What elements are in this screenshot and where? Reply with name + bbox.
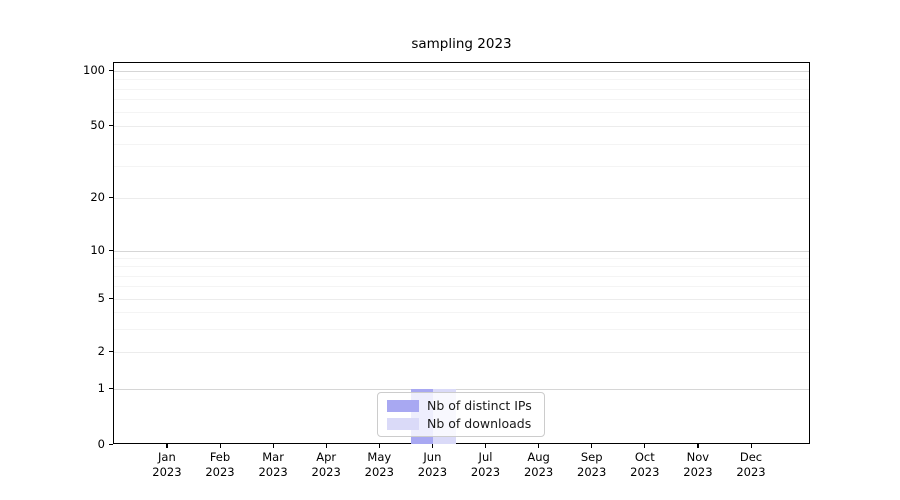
minor-gridline <box>114 286 809 288</box>
x-tick-label: May 2023 <box>364 450 394 479</box>
x-tick-label: Sep 2023 <box>577 450 607 479</box>
x-tick-mark <box>644 444 646 448</box>
y-tick-label: 0 <box>97 437 105 451</box>
x-tick-mark <box>750 444 752 448</box>
x-tick-mark <box>538 444 540 448</box>
x-tick-label: Jun 2023 <box>417 450 448 479</box>
labeled-gridline <box>114 299 809 300</box>
y-tick-mark <box>109 196 113 198</box>
legend-label-0: Nb of distinct IPs <box>427 398 532 413</box>
x-tick-label: Nov 2023 <box>683 450 713 479</box>
minor-gridline <box>114 79 809 81</box>
y-tick-mark <box>109 124 113 126</box>
minor-gridline <box>114 275 809 277</box>
x-tick-label: Feb 2023 <box>205 450 235 479</box>
major-gridline <box>114 251 809 252</box>
y-tick-label: 50 <box>90 118 105 132</box>
x-tick-mark <box>485 444 487 448</box>
x-tick-mark <box>166 444 168 448</box>
x-tick-mark <box>697 444 699 448</box>
x-tick-mark <box>591 444 593 448</box>
y-tick-label: 1 <box>97 381 105 395</box>
legend-swatch-0 <box>387 399 419 412</box>
x-tick-mark <box>431 444 434 448</box>
minor-gridline <box>114 111 809 113</box>
y-tick-mark <box>109 350 113 352</box>
x-tick-mark <box>219 444 221 448</box>
legend-swatch-1 <box>387 417 419 430</box>
minor-gridline <box>114 328 809 330</box>
x-tick-mark <box>378 444 380 448</box>
x-tick-label: Jan 2023 <box>152 450 182 479</box>
plot-area <box>113 62 810 444</box>
labeled-gridline <box>114 126 809 127</box>
y-tick-label: 2 <box>97 344 105 358</box>
x-tick-mark <box>272 444 274 448</box>
y-tick-mark <box>109 443 113 445</box>
minor-gridline <box>114 99 809 101</box>
x-tick-label: Apr 2023 <box>311 450 341 479</box>
x-tick-mark <box>325 444 327 448</box>
chart-title: sampling 2023 <box>411 36 512 52</box>
y-tick-label: 10 <box>90 243 105 257</box>
major-gridline <box>114 389 809 390</box>
legend-entry: Nb of downloads <box>387 416 544 431</box>
y-tick-mark <box>109 249 113 251</box>
labeled-gridline <box>114 352 809 353</box>
minor-gridline <box>114 88 809 90</box>
x-tick-label: Mar 2023 <box>258 450 288 479</box>
minor-gridline <box>114 258 809 260</box>
x-tick-label: Oct 2023 <box>630 450 660 479</box>
x-tick-label: Jul 2023 <box>470 450 501 479</box>
legend: Nb of distinct IPs Nb of downloads <box>377 392 545 437</box>
y-tick-mark <box>109 297 113 299</box>
minor-gridline <box>114 166 809 168</box>
x-tick-label: Dec 2023 <box>736 450 766 479</box>
major-gridline <box>114 71 809 72</box>
minor-gridline <box>114 143 809 145</box>
labeled-gridline <box>114 198 809 199</box>
y-tick-label: 5 <box>97 291 105 305</box>
x-tick-label: Aug 2023 <box>523 450 554 479</box>
minor-gridline <box>114 311 809 313</box>
legend-label-1: Nb of downloads <box>427 416 532 431</box>
legend-entry: Nb of distinct IPs <box>387 398 544 413</box>
y-tick-label: 100 <box>83 63 105 77</box>
y-tick-label: 20 <box>90 190 105 204</box>
minor-gridline <box>114 266 809 268</box>
y-tick-mark <box>109 387 113 389</box>
y-tick-mark <box>109 69 113 71</box>
